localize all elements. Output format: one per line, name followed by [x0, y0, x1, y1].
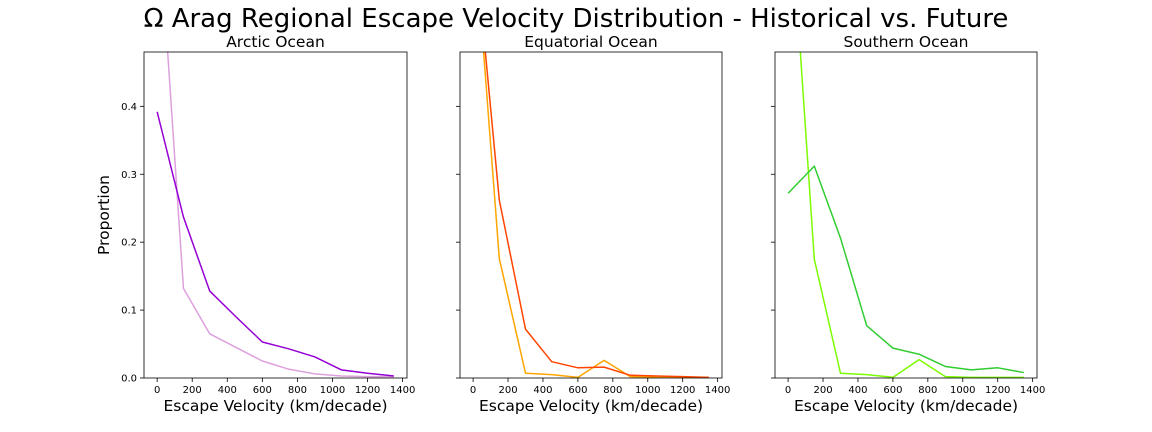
x-tick-label: 1200 [355, 385, 380, 396]
x-tick-label: 1400 [390, 385, 415, 396]
y-tick-label: 0.0 [121, 374, 137, 385]
x-tick-label: 0 [470, 385, 476, 396]
x-tick-label: 400 [848, 385, 867, 396]
x-axis-label: Escape Velocity (km/decade) [163, 397, 387, 415]
x-tick-label: 800 [918, 385, 937, 396]
panel-title: Arctic Ocean [226, 33, 325, 51]
x-tick-label: 200 [183, 385, 202, 396]
x-tick-label: 600 [568, 385, 587, 396]
x-tick-label: 400 [218, 385, 237, 396]
x-tick-label: 600 [253, 385, 272, 396]
plot-frame [774, 51, 1038, 379]
x-tick-label: 1400 [705, 385, 730, 396]
x-tick-label: 1000 [320, 385, 345, 396]
series-line-1 [166, 52, 394, 378]
series-line-2 [484, 52, 709, 378]
x-tick-label: 200 [813, 385, 832, 396]
y-tick-label: 0.1 [121, 306, 137, 317]
panel-2: 0 200 400 600 800 1000 1200 1400 Equatorial Ocea… [456, 33, 730, 415]
y-tick-label: 0.4 [121, 102, 137, 113]
series-line-1 [799, 52, 1024, 378]
x-tick-label: 0 [154, 385, 160, 396]
figure-title: Ω Arag Regional Escape Velocity Distribu… [143, 4, 1009, 34]
x-tick-label: 200 [498, 385, 517, 396]
panel-title: Southern Ocean [843, 33, 968, 51]
plot-frame [143, 51, 408, 379]
panel-1: 0 200 400 600 800 1000 1200 1400 0.0 0.1 0.2 0.3 0.4… [95, 33, 415, 415]
plot-frame [459, 51, 723, 379]
x-axis-label: Escape Velocity (km/decade) [479, 397, 703, 415]
x-axis-label: Escape Velocity (km/decade) [794, 397, 1018, 415]
x-tick-label: 1200 [985, 385, 1010, 396]
x-tick-label: 400 [533, 385, 552, 396]
x-tick-label: 600 [883, 385, 902, 396]
x-tick-label: 800 [603, 385, 622, 396]
panel-title: Equatorial Ocean [524, 33, 658, 51]
y-axis-label: Proportion [95, 175, 113, 255]
y-tick-label: 0.2 [121, 238, 137, 249]
y-tick-label: 0.3 [121, 170, 137, 181]
x-tick-label: 800 [288, 385, 307, 396]
x-tick-label: 1000 [635, 385, 660, 396]
series-line-1 [482, 52, 709, 378]
x-tick-label: 0 [785, 385, 791, 396]
x-tick-label: 1200 [670, 385, 695, 396]
panel-3: 0 200 400 600 800 1000 1200 1400 Southern Ocean E… [771, 33, 1045, 415]
x-tick-label: 1400 [1020, 385, 1045, 396]
series-line-2 [787, 165, 1025, 374]
x-tick-label: 1000 [950, 385, 975, 396]
series-line-2 [156, 111, 394, 377]
